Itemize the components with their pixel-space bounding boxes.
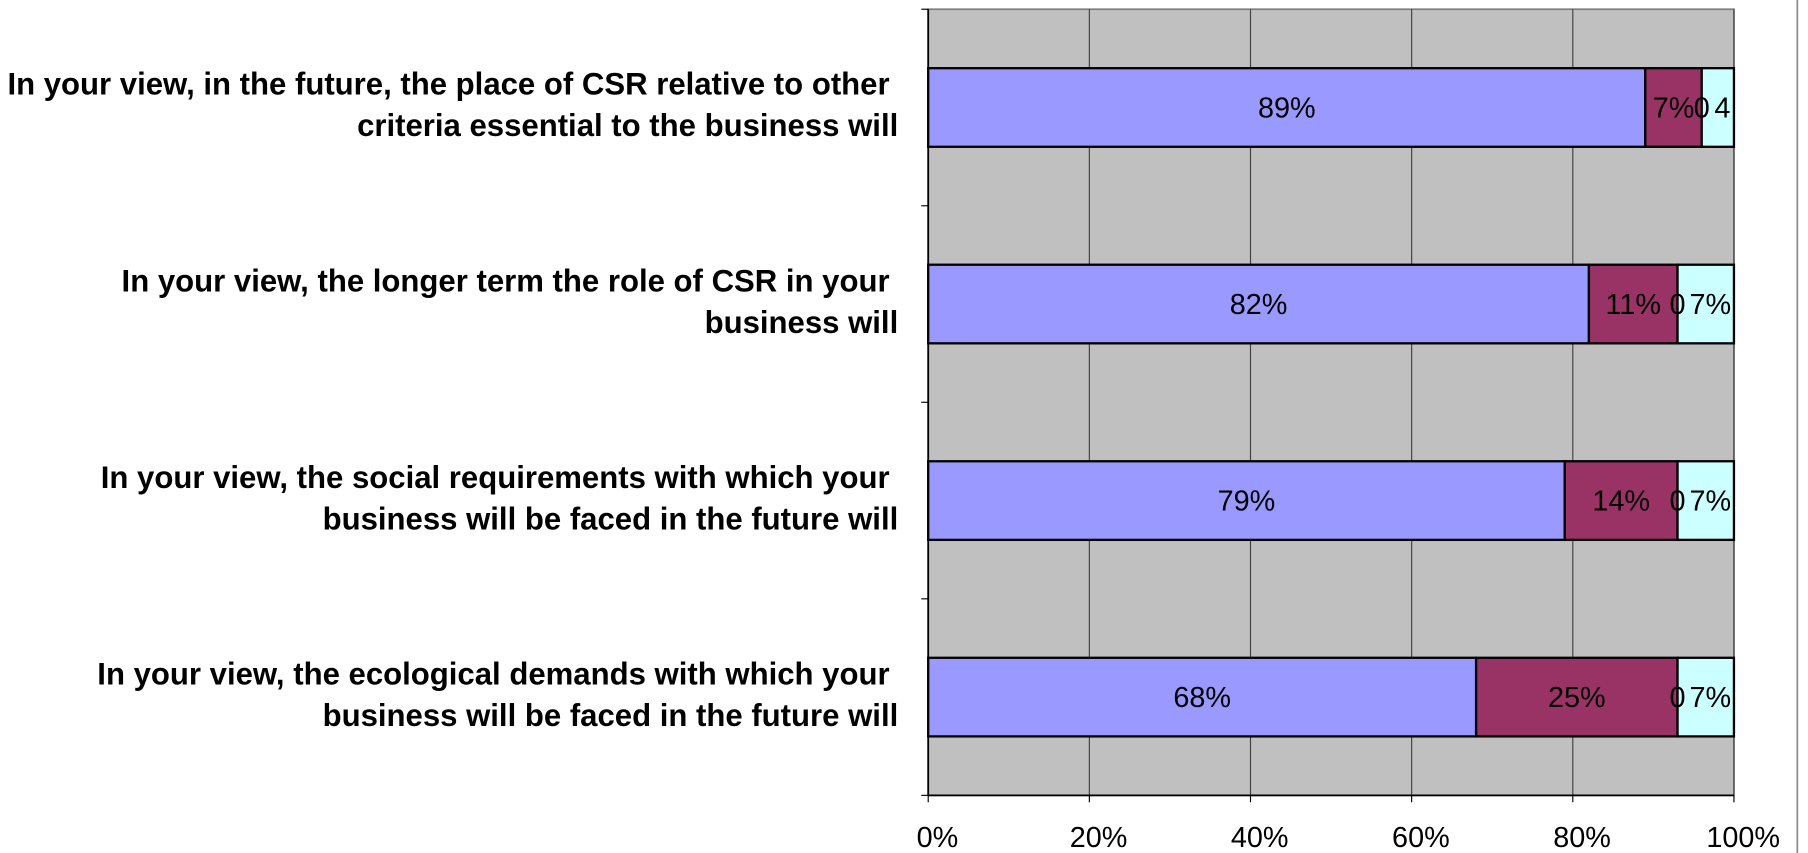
value-label: 79% [1218,485,1276,517]
x-tick-label: 60% [1392,822,1450,853]
x-tick-label: 20% [1070,822,1128,853]
value-label: 14% [1592,485,1650,517]
value-label: 68% [1173,682,1231,714]
bar-segment [927,656,1478,738]
value-label: 7% [1690,682,1732,714]
category-line: In your view, the ecological demands wit… [97,657,898,692]
value-label: 0 [1670,289,1686,321]
bar-segment [1474,656,1679,738]
bar-segment [1676,656,1736,738]
category-line: In your view, the social requirements wi… [101,460,899,495]
bar-segment [1700,67,1736,148]
value-label: 4 [1714,92,1730,124]
category-label: In your view, in the future, the place o… [7,67,898,143]
value-label: 0 [1670,682,1686,714]
category-line: In your view, the longer term the role o… [122,263,899,298]
category-label: In your view, the social requirements wi… [101,460,899,536]
x-tick-label: 80% [1553,822,1611,853]
bar-segment [1676,263,1736,345]
bar-segment [1676,460,1736,542]
category-line: business will be faced in the future wil… [323,698,899,733]
value-label: 25% [1548,682,1606,714]
category-label: In your view, the longer term the role o… [122,263,899,339]
x-tick-label: 0% [917,822,959,853]
category-line: criteria essential to the business will [357,108,898,143]
category-line: In your view, in the future, the place o… [7,67,898,102]
bar-segment [1587,263,1679,345]
value-label: 0 [1694,92,1710,124]
value-label: 7% [1690,485,1732,517]
value-label: 11% [1605,289,1661,321]
x-tick-label: 40% [1231,822,1289,853]
value-label: 82% [1230,289,1288,321]
category-label: In your view, the ecological demands wit… [97,657,898,733]
category-line: business will be faced in the future wil… [323,502,899,537]
category-line: business will [705,305,899,340]
bar-segment [1644,67,1703,148]
value-label: 7% [1690,289,1732,321]
x-tick-label: 100% [1706,822,1780,853]
bar-segment [927,460,1566,542]
bar-segment [927,67,1647,148]
value-label: 7% [1653,92,1695,124]
value-label: 89% [1258,92,1316,124]
value-label: 0 [1670,485,1686,517]
